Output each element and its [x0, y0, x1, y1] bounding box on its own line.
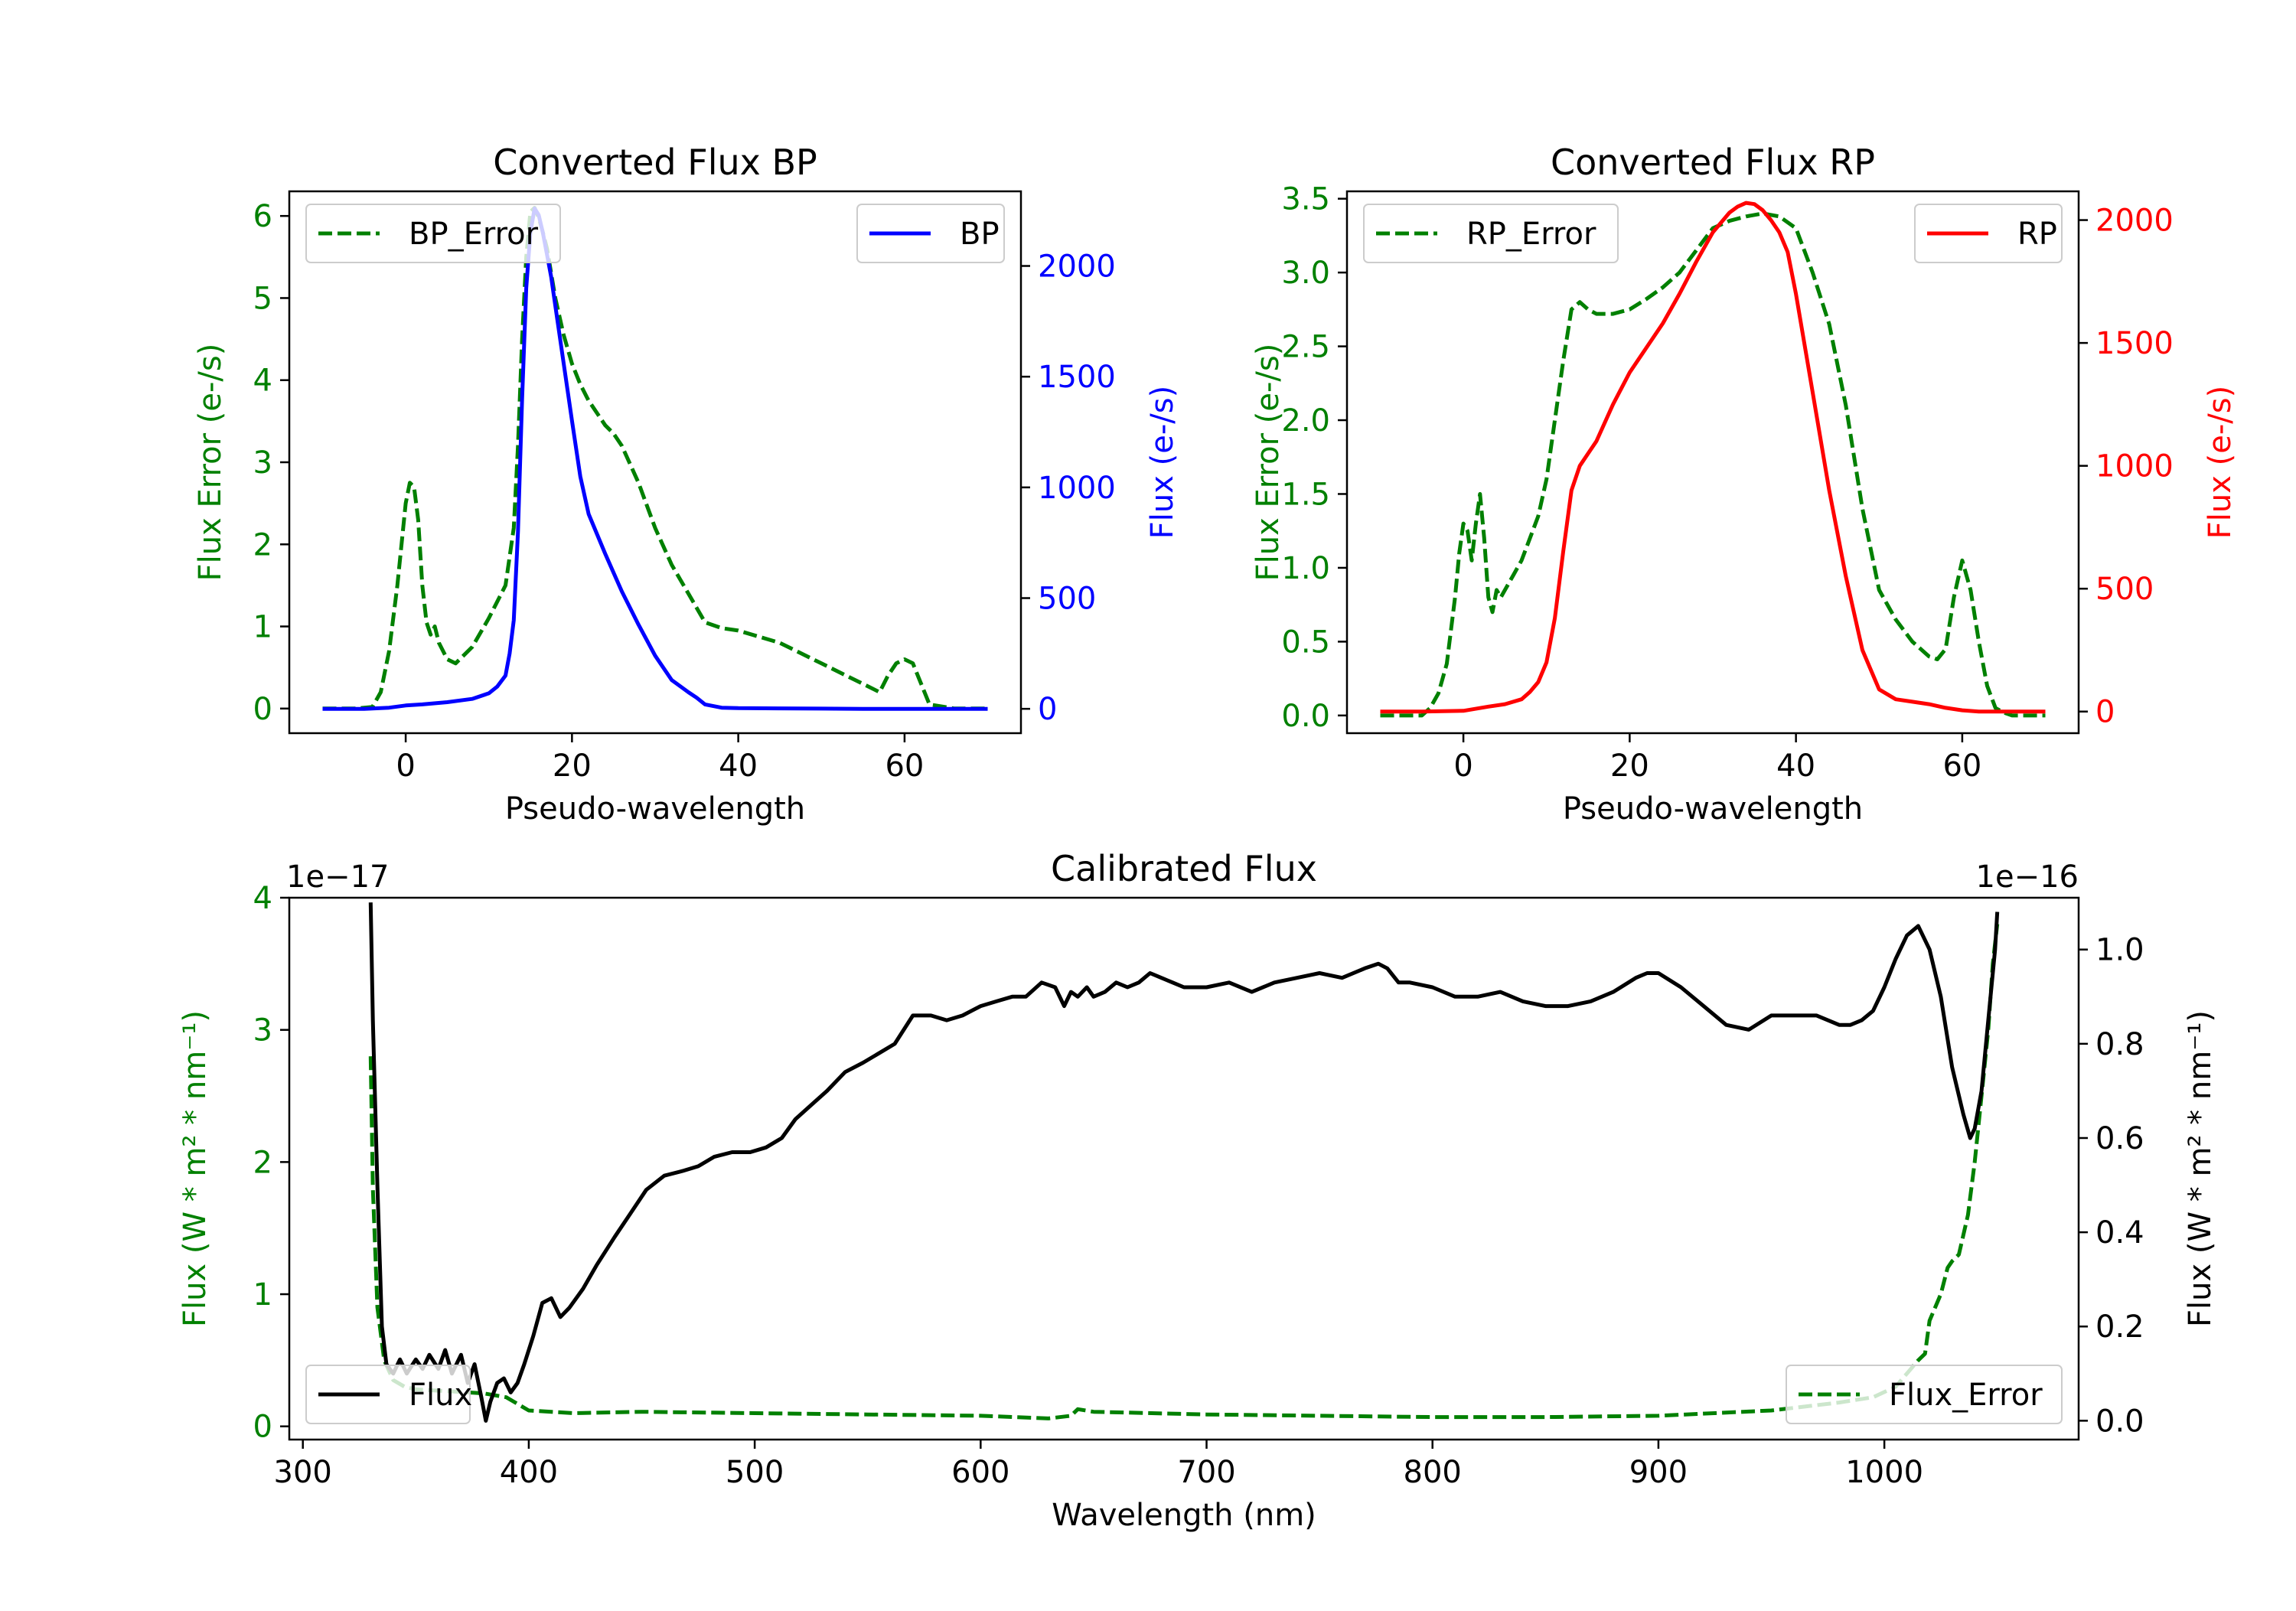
series-line-bp — [322, 206, 988, 711]
x-tick-label: 400 — [500, 1455, 558, 1490]
y-right-axis-label: Flux (W * m² * nm⁻¹) — [2183, 1010, 2218, 1327]
y-left-tick-label: 0.0 — [1281, 699, 1330, 734]
y-left-axis-label: Flux (W * m² * nm⁻¹) — [178, 1010, 213, 1327]
y-right-tick-label: 0.8 — [2095, 1027, 2144, 1062]
series-line-rp — [1380, 201, 2046, 714]
rp-panel: 0 20 40 60 0.0 0.5 1.0 1.5 2.0 2.5 3.0 3.5 0 500 1000 1… — [1251, 142, 2238, 827]
x-tick-label: 300 — [274, 1455, 332, 1490]
x-tick-label: 700 — [1177, 1455, 1235, 1490]
chart-title: Converted Flux BP — [493, 142, 817, 183]
y-right-tick-label: 1500 — [1038, 360, 1116, 395]
legend-label-rp-error: RP_Error — [1466, 217, 1596, 252]
legend-box-left — [305, 1365, 471, 1424]
legend-box-left — [305, 204, 561, 263]
legend-label-bp: BP — [960, 217, 1000, 252]
x-tick-label: 60 — [885, 748, 924, 784]
legend-label-flux: Flux — [409, 1378, 472, 1413]
y-right-axis-label: Flux (e-/s) — [2203, 386, 2238, 539]
x-axis-label: Pseudo-wavelength — [505, 791, 805, 827]
y-right-tick-label: 1500 — [2095, 326, 2174, 361]
x-tick-label: 900 — [1629, 1455, 1688, 1490]
y-left-tick-label: 1 — [253, 610, 272, 645]
series-line-flux-error — [368, 924, 2000, 1420]
y-left-tick-label: 5 — [253, 281, 272, 316]
y-right-tick-label: 500 — [2095, 572, 2154, 607]
x-tick-label: 800 — [1404, 1455, 1462, 1490]
legend-label-flux-error: Flux_Error — [1889, 1378, 2043, 1413]
legend-label-bp-error: BP_Error — [409, 217, 539, 252]
y-right-offset-label: 1e−16 — [1976, 859, 2079, 895]
y-left-tick-label: 2 — [253, 1145, 272, 1180]
x-tick-label: 0 — [396, 748, 415, 784]
y-left-tick-label: 4 — [253, 364, 272, 399]
y-left-tick-label: 3.0 — [1281, 256, 1330, 291]
y-left-tick-label: 0 — [253, 1410, 272, 1445]
y-right-tick-label: 0.0 — [2095, 1404, 2144, 1439]
y-left-tick-label: 3 — [253, 445, 272, 481]
y-left-tick-label: 4 — [253, 881, 272, 916]
y-right-tick-label: 2000 — [2095, 204, 2174, 239]
legend-box-right — [1786, 1365, 2063, 1424]
y-right-tick-label: 0 — [1038, 692, 1057, 727]
x-axis-label: Wavelength (nm) — [1052, 1498, 1316, 1533]
y-right-tick-label: 0.4 — [2095, 1215, 2144, 1251]
y-left-tick-label: 3 — [253, 1013, 272, 1048]
axes-frame — [288, 896, 2080, 1441]
x-tick-label: 40 — [1776, 748, 1815, 784]
y-left-axis-label: Flux Error (e-/s) — [193, 344, 228, 582]
y-right-axis-label: Flux (e-/s) — [1145, 386, 1180, 539]
y-left-offset-label: 1e−17 — [286, 859, 389, 895]
series-line-rp-error — [1380, 211, 2046, 718]
chart-title: Converted Flux RP — [1551, 142, 1875, 183]
y-right-tick-label: 500 — [1038, 582, 1096, 617]
y-left-tick-label: 0 — [253, 692, 272, 727]
y-right-tick-label: 2000 — [1038, 249, 1116, 285]
bp-panel: 0 20 40 6001234560500100015002000Converted … — [193, 142, 1180, 827]
x-tick-label: 40 — [719, 748, 758, 784]
y-left-tick-label: 1 — [253, 1277, 272, 1313]
x-tick-label: 60 — [1942, 748, 1981, 784]
legend-label-rp: RP — [2017, 217, 2057, 252]
series-line-flux — [368, 902, 2000, 1423]
x-tick-label: 0 — [1453, 748, 1473, 784]
y-right-tick-label: 0.2 — [2095, 1309, 2144, 1345]
x-axis-label: Pseudo-wavelength — [1563, 791, 1863, 827]
axes-frame — [1345, 190, 2080, 735]
x-tick-label: 500 — [726, 1455, 784, 1490]
y-left-tick-label: 2.5 — [1281, 330, 1330, 365]
y-left-tick-label: 3.5 — [1281, 182, 1330, 217]
y-left-axis-label: Flux Error (e-/s) — [1251, 344, 1286, 582]
y-left-tick-label: 1.5 — [1281, 477, 1330, 512]
legend-box-left — [1363, 204, 1619, 263]
y-right-tick-label: 1000 — [2095, 449, 2174, 484]
y-left-tick-label: 2 — [253, 527, 272, 563]
y-right-tick-label: 1.0 — [2095, 933, 2144, 968]
x-tick-label: 600 — [951, 1455, 1009, 1490]
calibrated-panel: 300 400 500 600 700 800 900 1000 0 1 2 3 4 0.0 0.2 0.4 0… — [178, 848, 2218, 1533]
x-tick-label: 1000 — [1845, 1455, 1923, 1490]
y-right-tick-label: 0.6 — [2095, 1121, 2144, 1156]
y-right-tick-label: 0 — [2095, 695, 2115, 730]
chart-title: Calibrated Flux — [1051, 848, 1317, 889]
y-left-tick-label: 1.0 — [1281, 551, 1330, 586]
y-left-tick-label: 0.5 — [1281, 625, 1330, 660]
x-tick-label: 20 — [553, 748, 592, 784]
y-left-tick-label: 6 — [253, 199, 272, 234]
series-line-bp-error — [322, 206, 988, 711]
x-tick-label: 20 — [1610, 748, 1649, 784]
y-left-tick-label: 2.0 — [1281, 403, 1330, 439]
y-right-tick-label: 1000 — [1038, 471, 1116, 506]
